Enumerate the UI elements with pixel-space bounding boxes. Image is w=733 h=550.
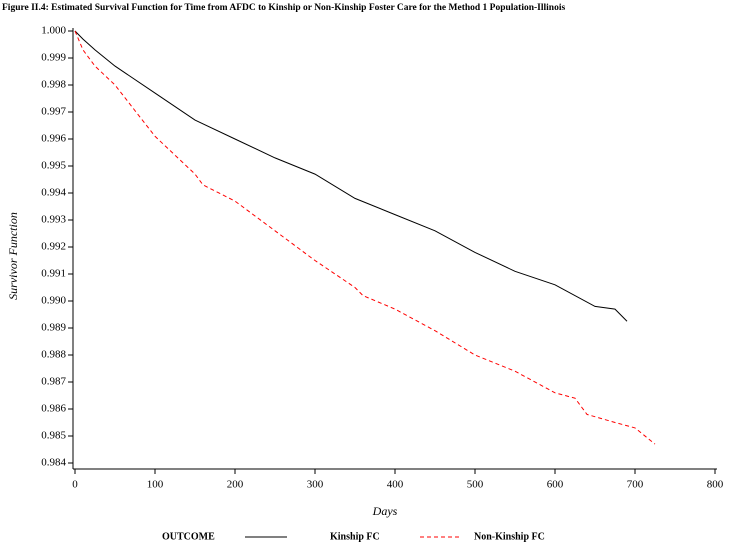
y-tick-label: 0.993: [41, 214, 66, 226]
y-tick-label: 0.990: [41, 295, 66, 307]
y-tick-label: 0.985: [41, 430, 66, 442]
x-tick-label: 100: [147, 479, 164, 491]
y-tick-label: 0.984: [41, 457, 66, 469]
chart-title: Figure II.4: Estimated Survival Function…: [2, 3, 565, 13]
series-line: [74, 30, 656, 445]
series-line: [74, 30, 628, 322]
x-tick-label: 500: [467, 479, 484, 491]
y-tick-label: 1.000: [41, 25, 66, 37]
y-axis-label: Survivor Function: [6, 212, 20, 300]
y-tick-label: 0.992: [41, 241, 66, 253]
y-tick-label: 0.987: [41, 376, 66, 388]
x-axis-label: Days: [372, 504, 398, 518]
legend-label: Kinship FC: [330, 531, 380, 542]
y-tick-label: 0.995: [41, 160, 66, 172]
y-tick-label: 0.997: [41, 106, 66, 118]
y-tick-label: 0.999: [41, 52, 66, 64]
legend-label: Non-Kinship FC: [474, 531, 545, 542]
y-tick-label: 0.986: [41, 403, 66, 415]
x-tick-label: 700: [627, 479, 644, 491]
y-tick-label: 0.991: [41, 268, 66, 280]
y-tick-label: 0.996: [41, 133, 66, 145]
y-tick-label: 0.988: [41, 349, 66, 361]
x-tick-label: 400: [387, 479, 404, 491]
x-tick-label: 0: [72, 479, 78, 491]
x-tick-label: 600: [547, 479, 564, 491]
y-tick-label: 0.994: [41, 187, 66, 199]
y-tick-label: 0.989: [41, 322, 66, 334]
x-tick-label: 800: [707, 479, 724, 491]
legend-title: OUTCOME: [162, 531, 215, 542]
x-tick-label: 300: [307, 479, 324, 491]
x-tick-label: 200: [227, 479, 244, 491]
y-tick-label: 0.998: [41, 79, 66, 91]
